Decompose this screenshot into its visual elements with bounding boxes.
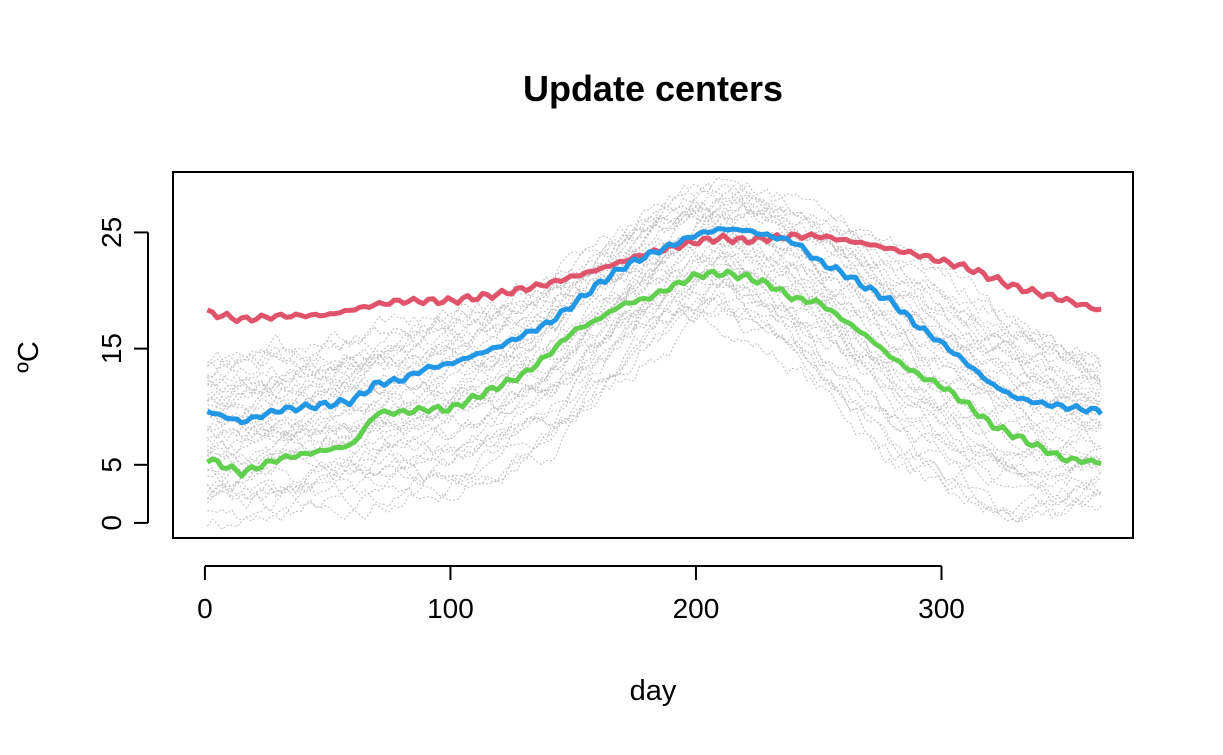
background-curve: [207, 219, 1102, 415]
background-curve: [207, 307, 1102, 514]
background-curve: [207, 250, 1102, 454]
background-curve: [207, 196, 1102, 398]
x-tick-label: 0: [197, 593, 213, 624]
background-curve: [207, 293, 1102, 523]
background-curve: [207, 184, 1102, 385]
background-curve: [207, 209, 1102, 407]
y-tick-label: 0: [96, 515, 127, 531]
background-curve: [206, 310, 1102, 531]
y-axis-label: ºC: [13, 341, 45, 373]
series-line-2: [206, 226, 1103, 426]
background-curve: [207, 184, 1102, 374]
y-tick-label: 15: [96, 333, 127, 364]
background-curve: [207, 206, 1102, 388]
background-curve: [207, 206, 1102, 408]
background-curve: [207, 276, 1102, 479]
background-curve: [207, 268, 1102, 463]
background-curves: [206, 176, 1102, 531]
background-curve: [206, 297, 1102, 508]
background-curve: [207, 183, 1102, 378]
background-curve: [206, 278, 1102, 493]
background-curve: [207, 201, 1102, 394]
background-curve: [207, 268, 1102, 476]
x-axis-label: day: [630, 675, 677, 707]
background-curve: [207, 210, 1102, 423]
background-curve: [207, 208, 1102, 405]
series-lines: [206, 226, 1103, 479]
background-curve: [207, 291, 1102, 524]
background-curve: [207, 224, 1102, 420]
plot-box: [172, 171, 1134, 539]
chart-title: Update centers: [523, 68, 783, 109]
series-line-3: [206, 268, 1102, 479]
background-curve: [207, 176, 1102, 364]
x-tick-label: 100: [427, 593, 474, 624]
x-tick-label: 200: [673, 593, 720, 624]
background-curve: [207, 255, 1102, 481]
background-curve: [207, 283, 1102, 493]
y-tick-label: 25: [96, 217, 127, 248]
y-tick-label: 5: [96, 457, 127, 473]
x-tick-label: 300: [918, 593, 965, 624]
background-curve: [207, 182, 1102, 375]
background-curve: [206, 296, 1102, 507]
x-axis: 0 100 200 300: [197, 565, 965, 624]
y-axis: 0 5 15 25: [96, 217, 149, 531]
background-curve: [207, 244, 1102, 442]
